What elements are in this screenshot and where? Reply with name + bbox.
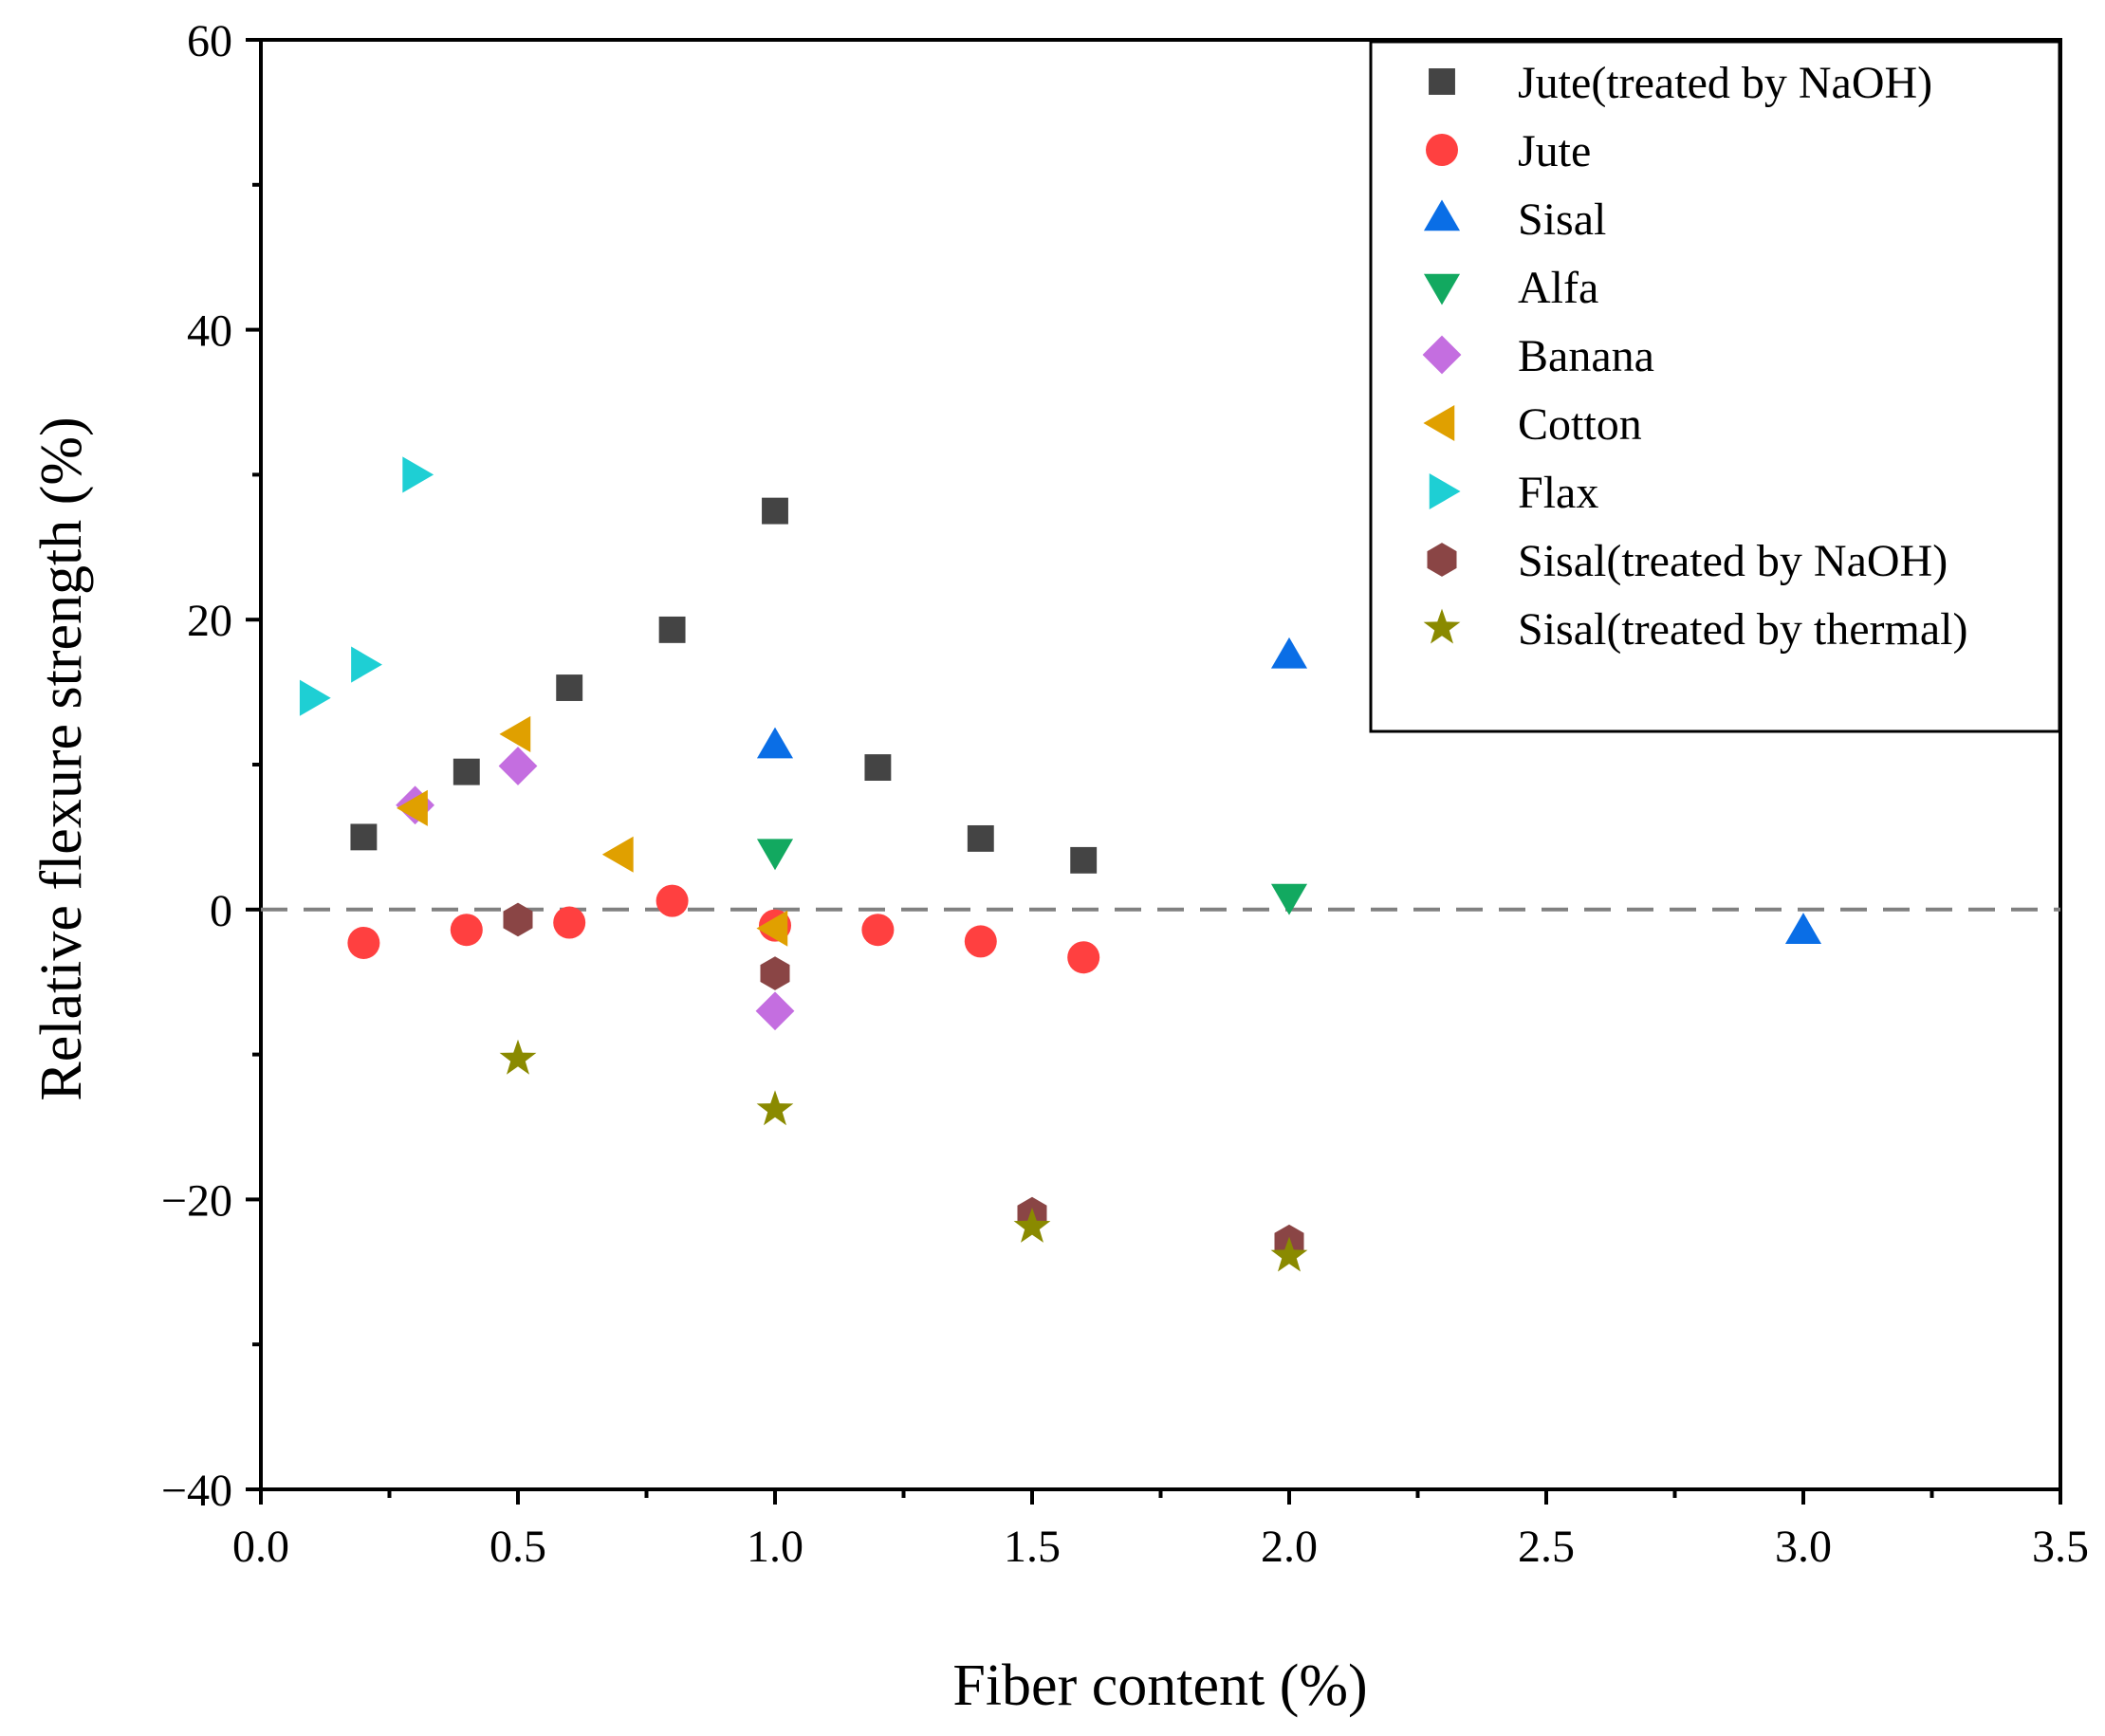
y-tick-label: 20 [187,596,232,646]
data-point [756,910,788,947]
legend-label: Sisal(treated by thermal) [1518,604,1968,655]
series-star [499,1039,1308,1272]
axis-ticks: 0.0 0.5 1.0 1.5 2.0 2.5 3.0 3.5 −40 −20 0 20 40 60 [161,16,2089,1572]
data-point [1067,941,1100,974]
legend-marker [1429,472,1461,510]
series-triangle-right [299,456,434,716]
y-tick-label: 60 [187,16,232,66]
data-point [658,616,686,643]
x-axis-title: Fiber content (%) [952,1653,1367,1718]
x-tick-label: 3.0 [1775,1522,1832,1572]
data-point [762,497,788,525]
legend-marker [1423,608,1461,644]
data-point [964,925,997,958]
legend-label: Jute [1518,126,1591,176]
data-point [499,1039,537,1075]
data-point [1013,1208,1051,1243]
data-points [299,456,1822,1272]
legend-marker [1422,335,1462,375]
x-tick-label: 2.0 [1261,1522,1318,1572]
legend-marker [1426,134,1458,166]
data-point [1270,637,1308,669]
series-hexagon [503,902,1304,1259]
data-point [450,914,483,947]
data-point [756,1090,794,1126]
legend-label: Cotton [1518,399,1642,450]
data-point [755,991,795,1031]
legend-label: Alfa [1518,263,1598,313]
legend: Jute(treated by NaOH) Jute Sisal Alfa Banana… [1369,40,2061,733]
data-point [601,836,634,873]
legend-label: Sisal [1518,194,1606,245]
y-tick-label: 0 [210,886,232,936]
legend-marker [1423,404,1455,442]
series-diamond [396,747,795,1031]
series-triangle-up [756,637,1822,944]
legend-marker [1423,199,1461,231]
data-point [503,902,533,937]
legend-label: Flax [1518,468,1598,518]
data-point [1270,1236,1308,1272]
data-point [1070,846,1098,874]
y-axis-title: Relative flexure strength (%) [29,416,94,1100]
x-tick-label: 0.5 [489,1522,546,1572]
x-tick-label: 0.0 [232,1522,289,1572]
legend-box [1369,40,2061,733]
data-point [498,747,538,785]
legend-label: Banana [1518,331,1654,381]
legend-marker [1429,68,1455,95]
x-tick-label: 1.0 [747,1522,803,1572]
data-point [499,715,531,752]
data-point [347,926,380,959]
legend-label: Jute(treated by NaOH) [1518,58,1932,108]
series-triangle-down [756,839,1308,915]
series-triangle-left [397,715,788,947]
y-tick-label: −20 [161,1175,232,1226]
x-tick-label: 1.5 [1004,1522,1061,1572]
data-point [756,839,794,871]
data-point [861,914,895,947]
data-point [967,824,994,852]
data-point [553,906,586,939]
x-tick-label: 2.5 [1518,1522,1575,1572]
series-circle [347,884,1100,974]
data-point [397,789,428,826]
data-point [350,823,378,851]
legend-label: Sisal(treated by NaOH) [1518,536,1948,586]
data-point [556,674,583,701]
data-point [1784,913,1822,944]
legend-marker [1427,543,1457,577]
data-point [402,456,434,493]
y-tick-label: 40 [187,306,232,357]
x-tick-label: 3.5 [2032,1522,2089,1572]
data-point [864,754,892,781]
data-point [452,758,480,785]
y-tick-label: −40 [161,1466,232,1516]
data-point [756,727,794,759]
data-point [760,956,790,990]
data-point [299,679,331,716]
data-point [1270,883,1308,915]
data-point [656,884,689,917]
legend-marker [1423,273,1461,305]
series-square [350,497,1098,874]
data-point [351,646,382,683]
